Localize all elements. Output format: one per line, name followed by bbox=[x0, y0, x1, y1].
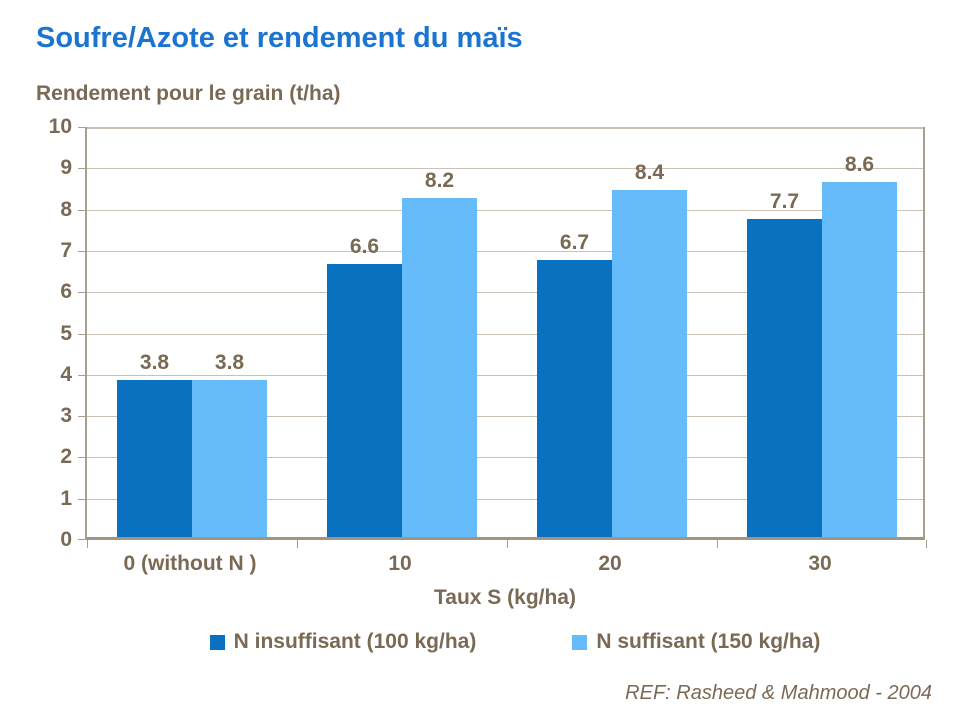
x-tick-mark-2 bbox=[507, 540, 508, 548]
gridline-y-7 bbox=[87, 250, 923, 252]
y-tick-mark-2 bbox=[78, 457, 87, 459]
bar-suffisant-cat0 bbox=[192, 380, 267, 537]
y-tick-label-3: 3 bbox=[60, 404, 72, 428]
legend-item-n-suffisant: N suffisant (150 kg/ha) bbox=[572, 630, 820, 654]
x-category-label-2: 20 bbox=[598, 552, 622, 575]
y-tick-mark-3 bbox=[78, 416, 87, 418]
bar-suffisant-cat2 bbox=[612, 190, 687, 537]
bar-value-label: 3.8 bbox=[214, 351, 245, 375]
x-tick-mark-4 bbox=[926, 540, 927, 548]
bar-suffisant-cat1 bbox=[402, 198, 477, 537]
y-tick-mark-1 bbox=[78, 498, 87, 500]
gridline-y-3 bbox=[87, 416, 923, 418]
x-tick-mark-3 bbox=[717, 540, 718, 548]
bar-value-label: 8.6 bbox=[844, 152, 875, 176]
bar-insuffisant-cat2 bbox=[537, 260, 612, 537]
y-tick-mark-5 bbox=[78, 333, 87, 335]
y-tick-label-4: 4 bbox=[60, 362, 72, 386]
x-axis-title: Taux S (kg/ha) bbox=[434, 586, 576, 609]
legend-swatch-dark-blue-icon bbox=[209, 634, 225, 650]
y-axis-tick-labels: 0 1 2 3 4 5 6 7 8 9 10 bbox=[0, 115, 72, 551]
bar-value-label: 6.6 bbox=[349, 235, 380, 259]
y-axis-title: Rendement pour le grain (t/ha) bbox=[36, 82, 341, 105]
gridline-y-1 bbox=[87, 498, 923, 500]
x-category-label-0: 0 (without N ) bbox=[123, 552, 257, 575]
bar-insuffisant-cat3 bbox=[747, 219, 822, 537]
y-tick-label-7: 7 bbox=[60, 238, 72, 262]
y-tick-label-6: 6 bbox=[60, 280, 72, 304]
y-tick-mark-7 bbox=[78, 250, 87, 252]
y-tick-label-10: 10 bbox=[48, 115, 72, 138]
legend-swatch-light-blue-icon bbox=[572, 634, 588, 650]
legend-label-n-suffisant: N suffisant (150 kg/ha) bbox=[596, 630, 821, 653]
y-tick-label-5: 5 bbox=[60, 321, 72, 345]
x-tick-mark-1 bbox=[297, 540, 298, 548]
bar-value-label: 7.7 bbox=[769, 190, 800, 213]
bar-insuffisant-cat1 bbox=[327, 264, 402, 537]
y-tick-label-1: 1 bbox=[60, 486, 72, 510]
gridline-y-6 bbox=[87, 292, 923, 294]
gridline-y-9 bbox=[87, 168, 923, 170]
y-tick-label-2: 2 bbox=[60, 445, 72, 469]
legend: N insuffisant (100 kg/ha) N suffisant (1… bbox=[85, 630, 945, 654]
x-category-label-3: 30 bbox=[808, 552, 832, 575]
plot-area: 3.8 3.8 6.6 8.2 6.7 8.4 7.7 8.6 bbox=[78, 127, 927, 548]
reference-text: REF: Rasheed & Mahmood - 2004 bbox=[625, 682, 932, 704]
x-category-label-1: 10 bbox=[388, 552, 412, 575]
bar-value-label: 3.8 bbox=[139, 351, 170, 375]
y-tick-mark-4 bbox=[78, 374, 87, 376]
y-tick-mark-0 bbox=[78, 539, 87, 540]
x-axis-tick-labels: 0 (without N ) 10 20 30 bbox=[85, 552, 925, 578]
gridline-y-5 bbox=[87, 333, 923, 335]
y-tick-label-9: 9 bbox=[60, 156, 72, 180]
y-tick-mark-10 bbox=[78, 127, 87, 128]
gridline-y-4 bbox=[87, 374, 923, 376]
y-tick-label-0: 0 bbox=[60, 528, 72, 551]
y-tick-label-8: 8 bbox=[60, 197, 72, 221]
chart-title: Soufre/Azote et rendement du maïs bbox=[36, 22, 523, 54]
y-tick-mark-6 bbox=[78, 292, 87, 294]
bar-value-label: 8.4 bbox=[634, 161, 665, 185]
bar-value-label: 8.2 bbox=[424, 169, 455, 193]
legend-label-n-insuffisant: N insuffisant (100 kg/ha) bbox=[233, 630, 477, 653]
gridline-y-10 bbox=[87, 127, 923, 129]
y-tick-mark-8 bbox=[78, 209, 87, 211]
legend-item-n-insuffisant: N insuffisant (100 kg/ha) bbox=[209, 630, 477, 654]
bar-suffisant-cat3 bbox=[822, 181, 897, 537]
gridline-y-8 bbox=[87, 209, 923, 211]
y-tick-mark-9 bbox=[78, 168, 87, 170]
gridline-y-2 bbox=[87, 457, 923, 459]
bar-insuffisant-cat0 bbox=[117, 380, 192, 537]
x-tick-mark-0 bbox=[87, 540, 88, 548]
bar-value-label: 6.7 bbox=[559, 231, 590, 255]
